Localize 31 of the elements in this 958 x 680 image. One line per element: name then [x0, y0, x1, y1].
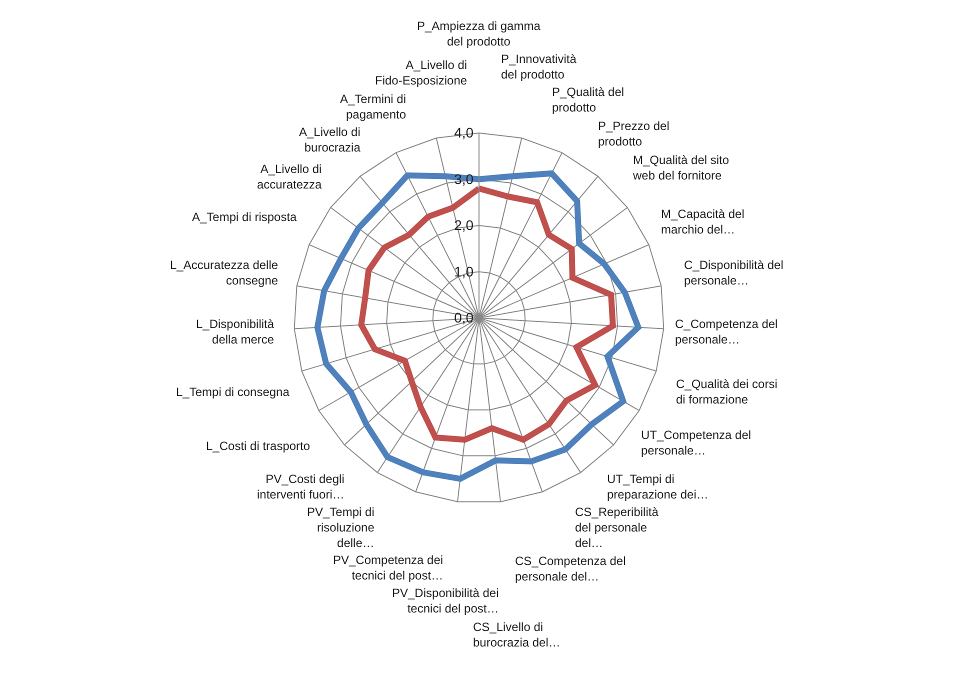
spoke-label: A_Livello di burocrazia: [299, 125, 361, 155]
spoke-label: P_Innovatività del prodotto: [501, 52, 577, 82]
spoke-label: L_Disponibilità della merce: [196, 317, 274, 347]
spoke-label: C_Disponibilità del personale…: [684, 258, 784, 288]
y-tick-label: 2,0: [454, 217, 474, 234]
spoke-label: CS_Reperibilità del personale del…: [575, 505, 659, 550]
spoke-label: UT_Tempi di preparazione dei…: [607, 472, 708, 502]
spoke-label: PV_Disponibilità dei tecnici del post…: [392, 586, 499, 616]
spoke-label: L_Accuratezza delle consegne: [170, 258, 278, 288]
spoke-label: C_Qualità dei corsi di formazione: [676, 377, 778, 407]
spoke-label: L_Tempi di consegna: [176, 385, 290, 399]
spoke-label: PV_Tempi di risoluzione delle…: [307, 505, 375, 550]
spoke-label: C_Competenza del personale…: [675, 317, 778, 347]
spoke-label: CS_Livello di burocrazia del…: [473, 620, 560, 650]
spoke-label: M_Qualità del sito web del fornitore: [632, 153, 730, 183]
spoke-label: PV_Competenza dei tecnici del post…: [333, 553, 444, 583]
spoke-label: M_Capacità del marchio del…: [661, 207, 744, 237]
spoke-label: P_Prezzo del prodotto: [598, 119, 670, 149]
spoke-label: L_Costi di trasporto: [206, 439, 310, 453]
spoke-label: A_Tempi di risposta: [192, 210, 298, 224]
spoke-label: P_Ampiezza di gamma del prodotto: [417, 19, 541, 49]
y-tick-label: 0,0: [454, 310, 474, 326]
spoke-label: A_Livello di Fido-Esposizione: [375, 58, 468, 88]
spoke-label: UT_Competenza del personale…: [641, 428, 752, 458]
spoke-label: A_Livello di accuratezza: [257, 162, 322, 192]
y-tick-label: 1,0: [454, 263, 474, 280]
spoke-label: CS_Competenza del personale del…: [515, 554, 626, 584]
spoke-label: P_Qualità del prodotto: [552, 85, 624, 115]
spoke-label: PV_Costi degli interventi fuori…: [257, 472, 344, 502]
spoke-label: A_Termini di pagamento: [340, 92, 406, 122]
y-tick-label: 4,0: [454, 124, 474, 141]
